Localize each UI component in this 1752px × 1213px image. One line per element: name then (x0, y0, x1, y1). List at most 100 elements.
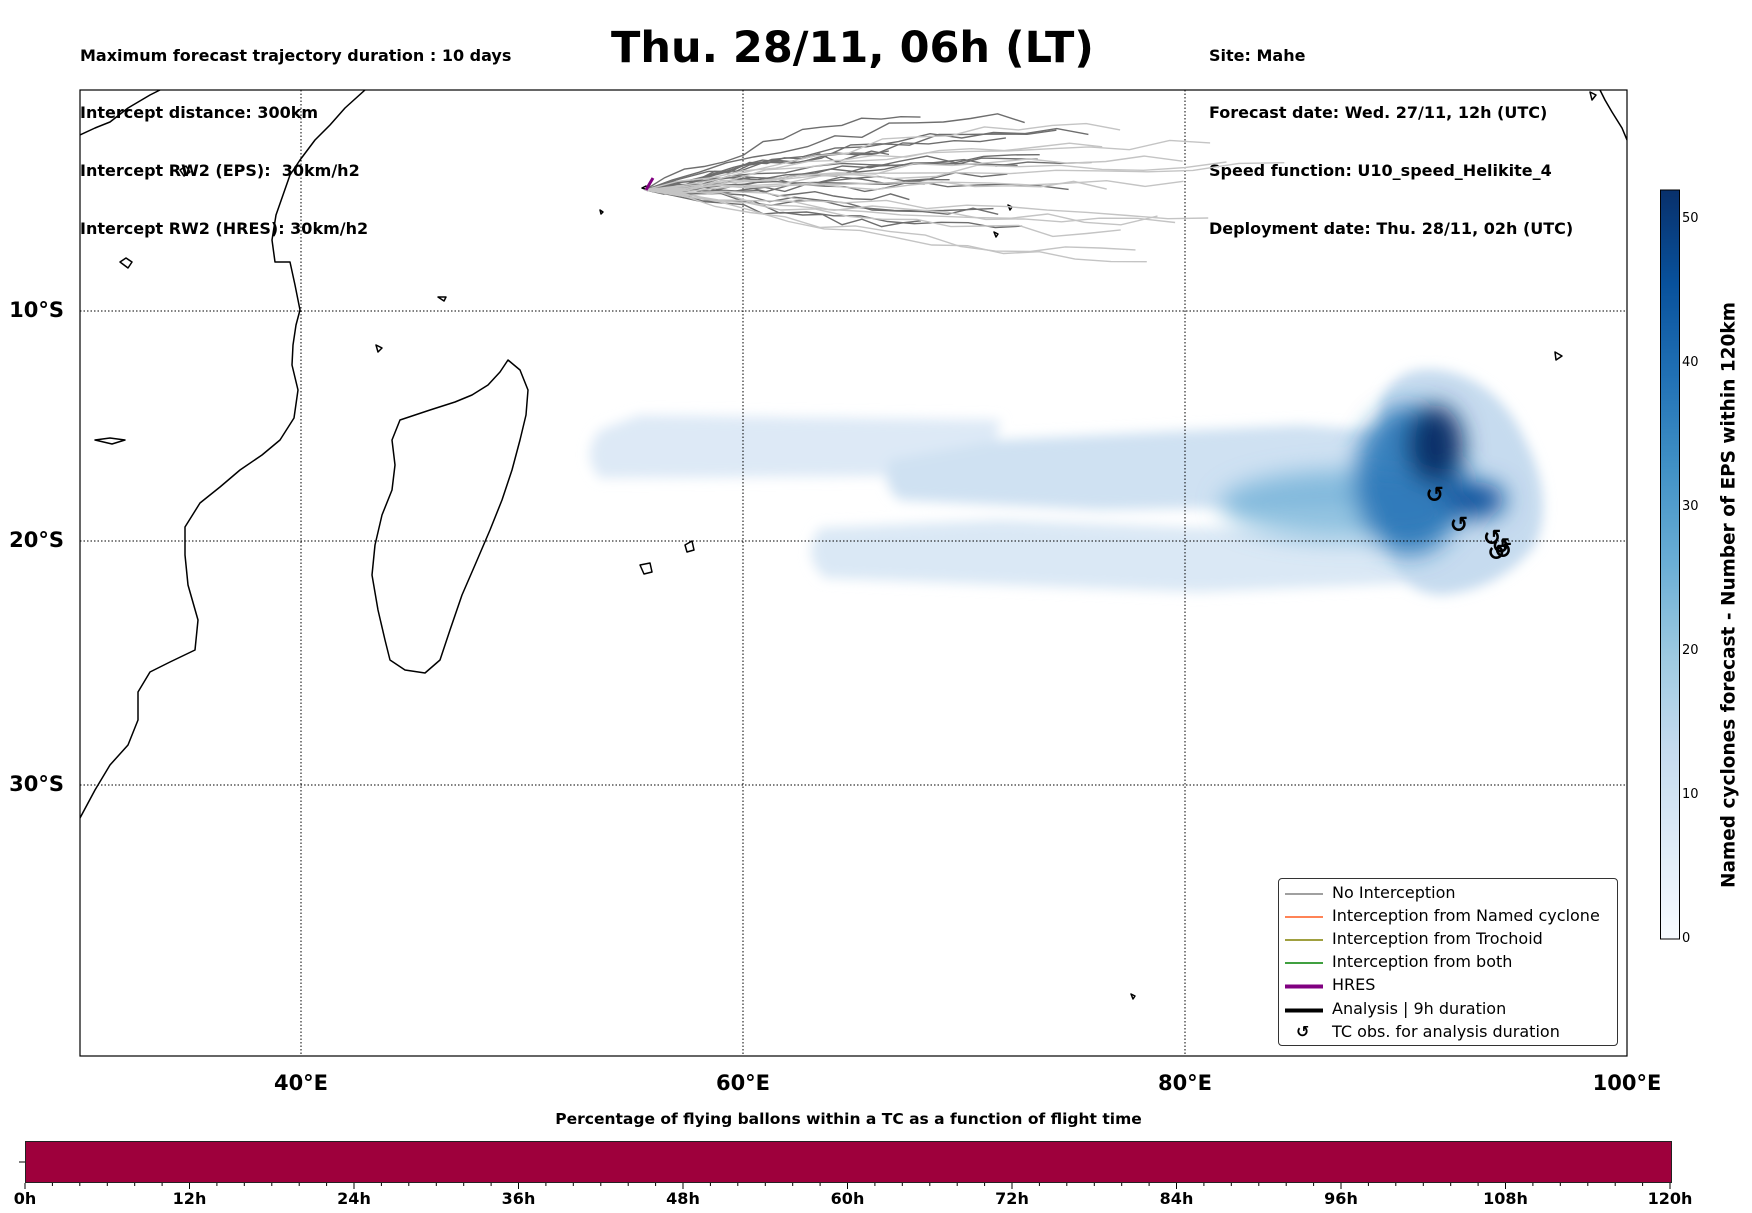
bottom-bar-tick-label: 48h (666, 1189, 700, 1208)
tc-obs-marker: ↺ (1425, 483, 1443, 508)
colorbar-tick-label: 0 (1682, 931, 1691, 946)
legend-label-named-cyclone: Interception from Named cyclone (1332, 906, 1600, 925)
legend-swatch-both (1285, 962, 1323, 964)
lat-label-30s: 30°S (9, 772, 64, 796)
eps-track (644, 189, 1121, 238)
density-core-inner (1407, 405, 1463, 485)
legend-item-analysis: Analysis | 9h duration (1279, 998, 1619, 1020)
eps-track (644, 189, 1023, 229)
eps-track (644, 189, 1158, 226)
coast-east-corner (1599, 90, 1627, 141)
legend-label-tc-obs: TC obs. for analysis duration (1332, 1022, 1560, 1041)
colorbar-tick-label: 30 (1682, 498, 1699, 514)
eps-track (644, 179, 1184, 191)
colorbar-tick-label: 50 (1682, 210, 1699, 226)
main-title: Thu. 28/11, 06h (LT) (611, 23, 1094, 73)
eps-track (644, 157, 1038, 191)
legend-label-hres: HRES (1332, 975, 1376, 994)
header-line-speed-function: Speed function: U10_speed_Helikite_4 (1209, 161, 1552, 181)
coast-madagascar (371, 359, 529, 674)
lon-label-100e: 100°E (1592, 1071, 1662, 1095)
coast-sm-islet-1 (599, 209, 604, 215)
eps-track (644, 189, 1209, 220)
legend-item-tc-obs: ↺ TC obs. for analysis duration (1279, 1021, 1619, 1043)
coast-mauritius (684, 540, 695, 553)
map-frame (79, 89, 1628, 1057)
bottom-bar-tick-label: 72h (995, 1189, 1029, 1208)
lat-label-10s: 10°S (9, 298, 64, 322)
bottom-bar-tick-label: 12h (172, 1189, 207, 1208)
coast-sm-islet-4 (1130, 993, 1136, 1000)
eps-track (644, 189, 1176, 224)
tc-observations: ↺↺↺↺↺↺ (1425, 483, 1512, 566)
coast-africa-north (80, 90, 161, 136)
header-line-distance: Intercept distance: 300km (80, 103, 319, 123)
density-core-east (1445, 482, 1505, 518)
eps-track (644, 189, 1136, 253)
legend-swatch-no-interception (1285, 893, 1323, 895)
coast-ne-islet (1589, 91, 1597, 101)
legend-swatch-analysis (1285, 1008, 1323, 1013)
eps-trajectories (644, 113, 1285, 263)
header-line-forecast-date: Forecast date: Wed. 27/11, 12h (UTC) (1209, 103, 1548, 123)
legend-item-trochoid: Interception from Trochoid (1279, 928, 1619, 950)
colorbar-title: Named cyclones forecast - Number of EPS … (1718, 301, 1740, 889)
bottom-bar-tick-label: 84h (1159, 1189, 1194, 1208)
lat-label-20s: 20°S (9, 528, 64, 552)
header-line-duration: Maximum forecast trajectory duration : 1… (80, 45, 512, 65)
coast-coast-islet (1554, 351, 1563, 361)
colorbar-gradient (1660, 189, 1680, 940)
coastlines (80, 90, 1627, 1000)
tc-obs-marker: ↺ (1450, 513, 1468, 538)
lon-label-60e: 60°E (715, 1071, 771, 1095)
coast-mozambique-channel-islet (94, 437, 126, 445)
tc-obs-marker: ↺ (1492, 535, 1510, 560)
bottom-bar-title: Percentage of flying ballons within a TC… (555, 1110, 1142, 1128)
coast-sm-islet-5 (437, 296, 447, 302)
bottom-bar-tick-label: 120h (1647, 1189, 1693, 1208)
legend-item-hres: HRES (1279, 974, 1619, 996)
coast-reunion (639, 562, 653, 575)
lon-label-80e: 80°E (1157, 1071, 1213, 1095)
cyclone-density-field (590, 369, 1543, 595)
flight-time-bar (25, 1141, 1672, 1183)
coast-comoros-2 (179, 165, 191, 177)
bottom-bar-tick-label: 36h (501, 1189, 536, 1208)
eps-track (644, 142, 1103, 191)
bottom-bar-tick-label: 108h (1483, 1189, 1528, 1208)
tc-obs-marker: ↺ (1494, 539, 1512, 564)
legend-item-no-interception: No Interception (1279, 882, 1619, 904)
bottom-bar-tick-label: 0h (13, 1189, 37, 1208)
colorbar (1660, 189, 1680, 940)
header-right: Site: Mahe Forecast date: Wed. 27/11, 12… (1209, 7, 1573, 258)
eps-track (644, 115, 921, 191)
lon-label-40e: 40°E (273, 1071, 329, 1095)
legend-label-both: Interception from both (1332, 952, 1513, 971)
tc-obs-marker: ↺ (1483, 526, 1501, 551)
bottom-bar-tick-label: 24h (337, 1189, 371, 1208)
legend: No Interception Interception from Named … (1278, 878, 1618, 1046)
coast-africa (80, 90, 366, 819)
legend-label-analysis: Analysis | 9h duration (1332, 999, 1507, 1018)
colorbar-tick-label: 40 (1682, 354, 1699, 370)
coast-comoros-1 (119, 257, 133, 269)
colorbar-ticks (1679, 218, 1680, 940)
legend-swatch-hres (1285, 984, 1323, 989)
coast-sm-islet-2 (1007, 204, 1013, 211)
header-line-deployment-date: Deployment date: Thu. 28/11, 02h (UTC) (1209, 219, 1574, 239)
eps-track (644, 122, 1121, 191)
header-left: Maximum forecast trajectory duration : 1… (80, 7, 511, 258)
hres-trajectory (644, 177, 655, 191)
legend-swatch-trochoid (1285, 939, 1323, 941)
header-line-site: Site: Mahe (1209, 45, 1306, 65)
eps-track (644, 155, 1183, 191)
eps-track (644, 189, 1147, 263)
header-line-rw2-eps: Intercept RW2 (EPS): 30km/h2 (80, 161, 360, 181)
legend-label-trochoid: Interception from Trochoid (1332, 929, 1543, 948)
coast-sm-islet-3 (993, 231, 999, 238)
tc-obs-marker: ↺ (1487, 541, 1505, 566)
eps-track (644, 161, 1227, 191)
legend-label-no-interception: No Interception (1332, 883, 1456, 902)
eps-track (644, 113, 1025, 191)
